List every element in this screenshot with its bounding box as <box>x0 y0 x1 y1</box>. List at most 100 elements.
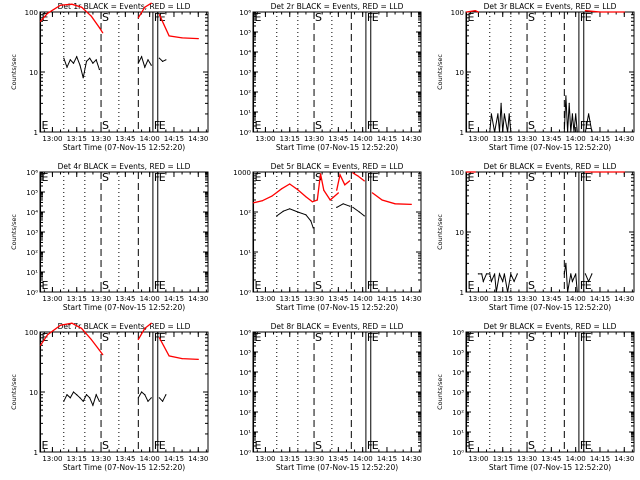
data-point <box>489 131 491 133</box>
data-point <box>565 262 567 264</box>
data-point <box>98 27 100 29</box>
data-point <box>599 11 601 13</box>
x-tick-label: 14:00 <box>353 295 373 303</box>
y-tick-label: 10⁶ <box>452 329 464 337</box>
marker-label-bottom: S <box>315 119 322 132</box>
marker-label-bottom: S <box>315 439 322 452</box>
y-tick-label: 1 <box>460 289 464 297</box>
data-point <box>575 113 577 115</box>
data-point <box>623 11 625 13</box>
data-point <box>571 113 574 115</box>
x-tick-label: 13:30 <box>517 135 537 143</box>
marker-label-bottom: E <box>159 439 166 452</box>
marker-label-top: E <box>159 11 166 24</box>
x-tick-label: 13:00 <box>255 455 275 463</box>
y-tick-label: 10 <box>455 69 464 77</box>
marker-label-top: F <box>367 171 373 184</box>
data-point <box>584 131 587 133</box>
data-point <box>197 38 199 40</box>
marker-label-bottom: E <box>585 439 592 452</box>
data-point <box>358 211 360 213</box>
marker-label-bottom: E <box>255 119 262 132</box>
data-point <box>137 397 139 399</box>
marker-label-top: S <box>315 331 322 344</box>
x-tick-label: 14:00 <box>140 295 160 303</box>
x-tick-label: 14:00 <box>353 455 373 463</box>
marker-label-bottom: E <box>468 439 475 452</box>
x-tick-label: 13:45 <box>328 135 348 143</box>
data-point <box>344 184 346 186</box>
data-point <box>69 397 71 399</box>
data-point <box>82 400 84 402</box>
marker-label-bottom: S <box>315 279 322 292</box>
data-point <box>252 202 255 204</box>
data-point <box>342 203 344 205</box>
marker-label-top: S <box>315 11 322 24</box>
series-events <box>63 391 100 407</box>
data-point <box>158 337 160 339</box>
marker-label-bottom: S <box>528 119 535 132</box>
x-tick-label: 14:30 <box>614 455 634 463</box>
x-tick-label: 13:15 <box>67 295 87 303</box>
axis-frame <box>252 171 422 293</box>
marker-label-top: E <box>468 11 475 24</box>
x-axis-label: Start Time (07-Nov-15 12:52:20) <box>63 143 185 152</box>
y-tick-label: 1 <box>34 449 38 457</box>
x-tick-label: 14:00 <box>140 455 160 463</box>
panel-title: Det 4r BLACK = Events, RED = LLD <box>58 162 191 171</box>
data-point <box>477 273 479 275</box>
data-point <box>63 400 65 402</box>
data-point <box>305 196 307 198</box>
data-point <box>162 400 164 402</box>
data-point <box>71 322 73 324</box>
series-events <box>159 394 167 403</box>
panel-det-4r: Det 4r BLACK = Events, RED = LLD 10⁰ 10¹ 10… <box>10 162 209 312</box>
data-point <box>490 280 492 282</box>
data-point <box>570 131 572 133</box>
marker-label-top: E <box>255 331 262 344</box>
data-point <box>508 113 510 115</box>
marker-label-bottom: E <box>372 119 379 132</box>
series-lld <box>40 3 104 34</box>
data-point <box>95 394 97 396</box>
data-point <box>276 215 278 217</box>
x-tick-label: 14:30 <box>614 295 634 303</box>
y-tick-label: 10⁰ <box>239 129 251 137</box>
data-point <box>513 280 515 282</box>
panel-det-1r: Det 1r BLACK = Events, RED = LLD 1 10 100 Co… <box>10 2 209 152</box>
y-tick-label: 10 <box>29 389 38 397</box>
data-point <box>494 131 496 133</box>
marker-label-top: E <box>159 171 166 184</box>
y-axis-label: Counts/sec <box>436 54 444 90</box>
x-axis-label: Start Time (07-Nov-15 12:52:20) <box>63 303 185 312</box>
marker-label-top: F <box>154 171 160 184</box>
series-events <box>137 55 152 69</box>
data-point <box>47 12 49 14</box>
marker-label-bottom: E <box>372 439 379 452</box>
panel-det-7r: Det 7r BLACK = Events, RED = LLD 1 10 100 Co… <box>10 322 209 472</box>
x-tick-label: 14:15 <box>377 295 397 303</box>
y-tick-label: 100 <box>25 329 38 337</box>
marker-label-bottom: E <box>468 119 475 132</box>
panel-title: Det 3r BLACK = Events, RED = LLD <box>484 2 617 11</box>
y-tick-label: 1 <box>34 129 38 137</box>
data-point <box>168 355 170 357</box>
data-point <box>394 203 396 205</box>
x-tick-label: 13:15 <box>493 455 513 463</box>
y-tick-label: 10 <box>29 69 38 77</box>
x-tick-label: 14:00 <box>140 135 160 143</box>
data-point <box>76 394 78 396</box>
x-tick-label: 13:00 <box>42 455 62 463</box>
series-lld <box>336 172 351 191</box>
data-point <box>410 203 412 205</box>
panel-det-6r: Det 6r BLACK = Events, RED = LLD 1 10 100 Co… <box>436 162 635 312</box>
marker-label-bottom: E <box>159 119 166 132</box>
y-tick-label: 1 <box>460 129 464 137</box>
marker-label-bottom: S <box>102 439 109 452</box>
data-point <box>563 131 565 133</box>
marker-label-top: S <box>528 331 535 344</box>
y-tick-label: 10⁵ <box>452 349 464 357</box>
x-tick-label: 14:15 <box>590 135 610 143</box>
data-point <box>89 397 91 399</box>
data-point <box>510 273 512 275</box>
